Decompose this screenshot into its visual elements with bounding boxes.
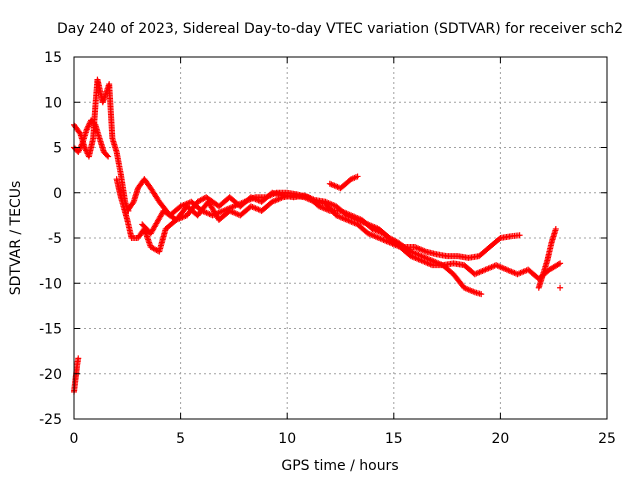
x-tick-label: 15 xyxy=(385,431,403,447)
data-point xyxy=(555,261,562,268)
y-tick-label: 5 xyxy=(53,141,62,157)
chart-title: Day 240 of 2023, Sidereal Day-to-day VTE… xyxy=(57,21,623,37)
data-point xyxy=(478,291,485,298)
x-tick-label: 0 xyxy=(70,431,79,447)
grid xyxy=(74,57,607,419)
data-point xyxy=(552,225,559,232)
data-point xyxy=(129,200,136,207)
data-point xyxy=(496,236,503,243)
y-tick-label: -25 xyxy=(39,412,62,428)
series-trace-4 xyxy=(113,176,485,298)
y-tick-label: -5 xyxy=(48,231,62,247)
y-tick-label: -10 xyxy=(39,276,62,292)
series-trace-3 xyxy=(71,117,112,160)
axis-ticks: 0 5 10 15 20 25 -25 -20 -15 -10 -5 0 5 10 15 xyxy=(39,50,616,447)
x-tick-label: 10 xyxy=(278,431,296,447)
y-axis-label: SDTVAR / TECUs xyxy=(8,181,24,296)
data-point xyxy=(516,232,523,239)
data-point xyxy=(105,153,112,160)
y-tick-label: 15 xyxy=(44,50,62,66)
x-tick-label: 20 xyxy=(491,431,509,447)
y-tick-label: 0 xyxy=(53,186,62,202)
y-tick-label: 10 xyxy=(44,95,62,111)
series-trace-8 xyxy=(326,173,361,192)
plot-area xyxy=(71,76,564,395)
data-point xyxy=(76,129,83,136)
x-tick-label: 25 xyxy=(598,431,616,447)
y-tick-label: -20 xyxy=(39,367,62,383)
data-point xyxy=(557,284,564,291)
data-point xyxy=(104,152,111,159)
data-point xyxy=(557,260,564,267)
x-tick-label: 5 xyxy=(176,431,185,447)
series-trace-6 xyxy=(139,192,564,282)
series-trace-9 xyxy=(557,284,564,291)
data-point xyxy=(354,173,361,180)
y-tick-label: -15 xyxy=(39,322,62,338)
series-trace-7 xyxy=(535,225,559,291)
x-axis-label: GPS time / hours xyxy=(281,458,398,474)
data-point xyxy=(75,355,82,362)
